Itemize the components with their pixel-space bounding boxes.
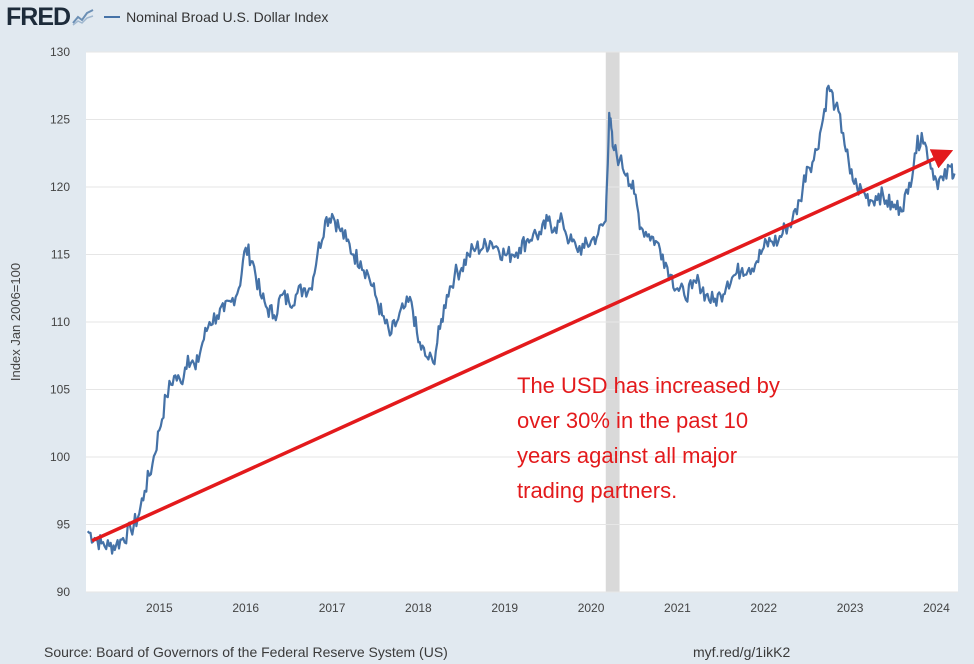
y-tick-label: 95	[57, 518, 71, 532]
fred-logo[interactable]: FRED	[6, 3, 71, 31]
y-tick-label: 115	[51, 248, 70, 262]
x-tick-label: 2022	[750, 601, 777, 615]
annotation-line-2: over 30% in the past 10	[517, 408, 748, 433]
legend-label[interactable]: Nominal Broad U.S. Dollar Index	[126, 9, 329, 25]
y-axis-label: Index Jan 2006=100	[8, 263, 23, 381]
y-tick-label: 100	[50, 450, 70, 464]
footer-source: Source: Board of Governors of the Federa…	[44, 644, 448, 660]
y-tick-label: 110	[51, 315, 70, 329]
y-tick-label: 90	[57, 585, 71, 599]
y-tick-label: 120	[50, 180, 70, 194]
x-tick-label: 2018	[405, 601, 432, 615]
x-tick-label: 2020	[578, 601, 605, 615]
x-tick-label: 2017	[319, 601, 346, 615]
y-tick-label: 130	[50, 45, 70, 59]
y-tick-label: 125	[50, 113, 70, 127]
x-tick-label: 2024	[923, 601, 950, 615]
annotation-line-3: years against all major	[517, 443, 737, 468]
legend-swatch	[104, 16, 121, 18]
x-tick-label: 2019	[491, 601, 518, 615]
trend-arrow	[91, 149, 954, 543]
x-tick-label: 2021	[664, 601, 691, 615]
x-tick-label: 2016	[232, 601, 259, 615]
annotation-line-1: The USD has increased by	[517, 373, 780, 398]
footer-url[interactable]: myf.red/g/1ikK2	[693, 644, 791, 660]
y-tick-label: 105	[50, 383, 70, 397]
x-tick-label: 2015	[146, 601, 173, 615]
annotation-line-4: trading partners.	[517, 478, 677, 503]
chart-logo-icon	[72, 8, 95, 26]
series-line-dollar-index	[86, 84, 956, 555]
header: FRED Nominal Broad U.S. Dollar Index	[6, 4, 328, 30]
x-tick-label: 2023	[837, 601, 864, 615]
